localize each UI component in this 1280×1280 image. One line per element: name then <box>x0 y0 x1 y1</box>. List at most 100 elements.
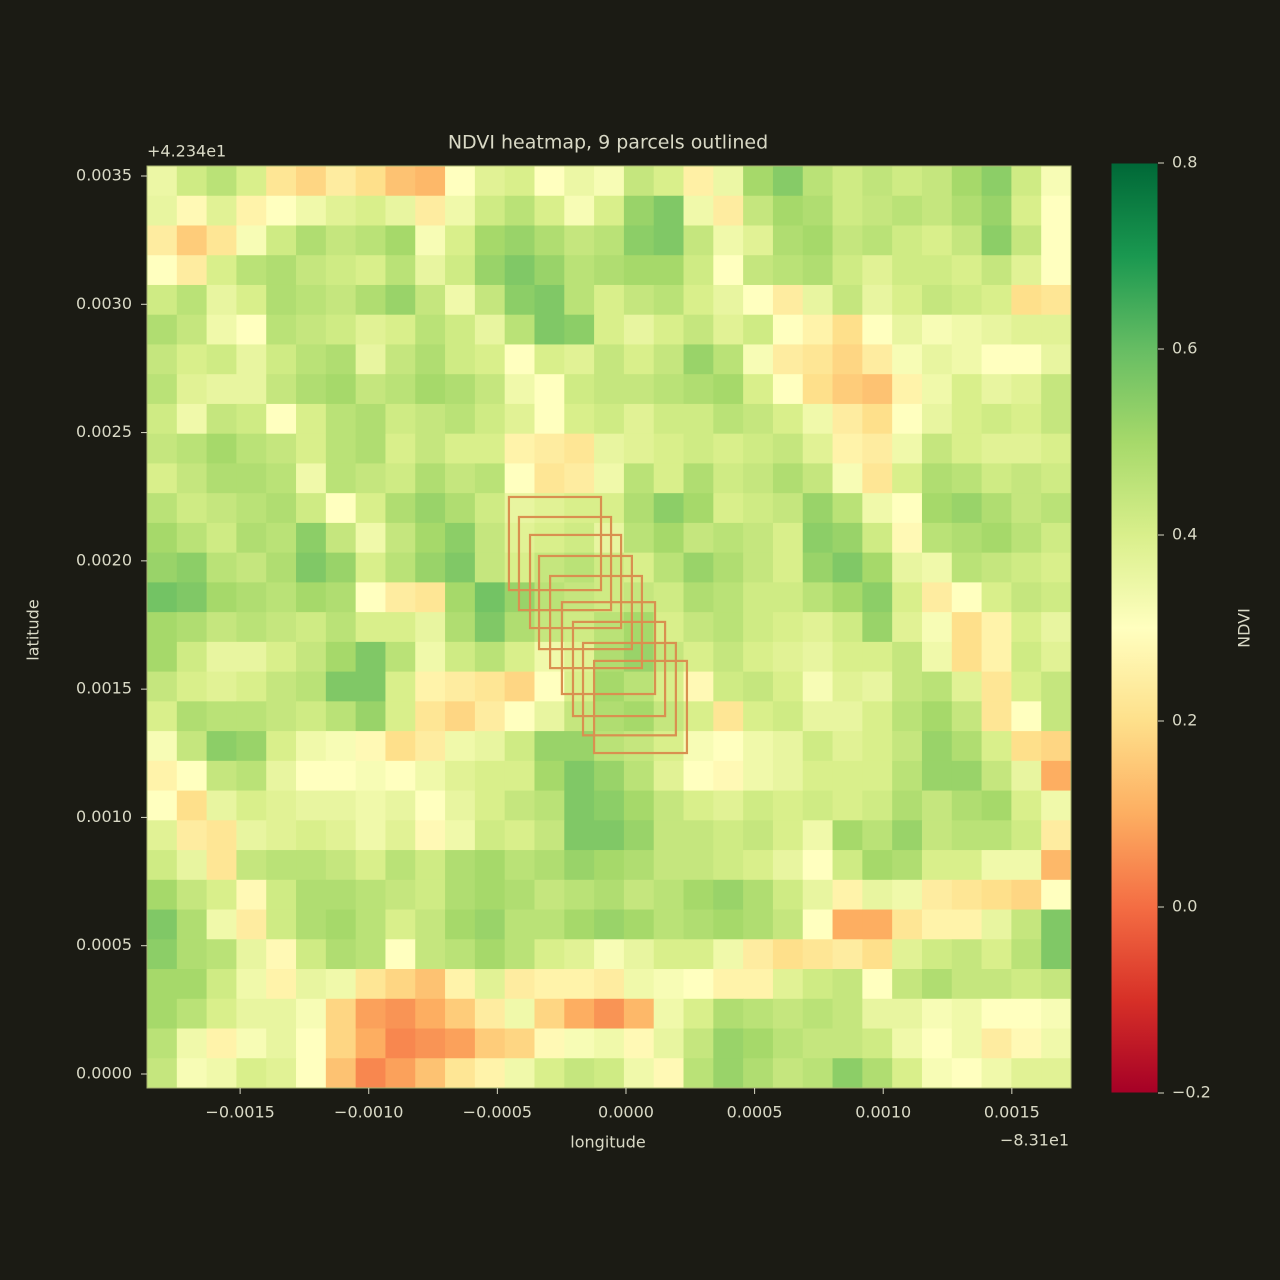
heatmap-cell <box>743 225 774 256</box>
heatmap-cell <box>445 552 476 583</box>
heatmap-cell <box>534 195 565 226</box>
heatmap-cell <box>176 850 208 881</box>
heatmap-cell <box>921 225 953 256</box>
heatmap-cell <box>683 552 714 583</box>
heatmap-cell <box>713 939 744 970</box>
heatmap-cell <box>772 522 804 554</box>
heatmap-cell <box>921 671 953 702</box>
heatmap-cell <box>713 433 744 464</box>
heatmap-cell <box>564 225 595 256</box>
heatmap-cell <box>832 195 863 226</box>
heatmap-cell <box>832 790 863 821</box>
heatmap-cell <box>981 671 1012 702</box>
heatmap-cell <box>743 284 774 316</box>
heatmap-cell <box>1011 344 1042 375</box>
heatmap-cell <box>355 1058 386 1089</box>
heatmap-cell <box>1041 641 1072 673</box>
heatmap-cell <box>176 641 208 673</box>
heatmap-cell <box>802 969 834 1000</box>
heatmap-cell <box>474 820 506 851</box>
y-tick-label: 0.0015 <box>76 679 132 698</box>
heatmap-cell <box>713 820 744 851</box>
heatmap-cell <box>474 939 506 970</box>
heatmap-cell <box>862 284 893 316</box>
heatmap-cell <box>832 493 863 524</box>
heatmap-cell <box>176 701 208 732</box>
heatmap-cell <box>653 998 685 1030</box>
heatmap-cell <box>594 879 625 911</box>
heatmap-cell <box>325 403 357 435</box>
heatmap-cell <box>296 909 327 940</box>
heatmap-cell <box>892 612 923 643</box>
heatmap-cell <box>1011 522 1042 554</box>
heatmap-cell <box>772 1058 804 1089</box>
heatmap-cell <box>981 284 1012 316</box>
heatmap-cell <box>266 909 297 940</box>
heatmap-cell <box>921 255 953 286</box>
heatmap-cell <box>802 612 834 643</box>
heatmap-cell <box>296 969 327 1000</box>
heatmap-cell <box>176 166 208 197</box>
heatmap-cell <box>564 998 595 1030</box>
heatmap-cell <box>355 552 386 583</box>
heatmap-cell <box>802 641 834 673</box>
heatmap-cell <box>743 403 774 435</box>
heatmap-cell <box>325 760 357 792</box>
heatmap-cell <box>713 998 744 1030</box>
heatmap-cell <box>981 998 1012 1030</box>
heatmap-cell <box>623 820 655 851</box>
heatmap-cell <box>772 255 804 286</box>
heatmap-cell <box>296 731 327 762</box>
heatmap-cell <box>892 879 923 911</box>
heatmap-cell <box>564 939 595 970</box>
heatmap-cell <box>802 314 834 345</box>
heatmap-cell <box>862 760 893 792</box>
heatmap-cell <box>862 403 893 435</box>
heatmap-cell <box>474 909 506 940</box>
heatmap-cell <box>564 671 595 702</box>
heatmap-cell <box>147 641 178 673</box>
heatmap-cell <box>415 701 446 732</box>
heatmap-cell <box>892 314 923 345</box>
heatmap-cell <box>623 195 655 226</box>
heatmap-cell <box>325 820 357 851</box>
heatmap-cell <box>892 522 923 554</box>
heatmap-cell <box>832 1058 863 1089</box>
heatmap-cell <box>474 403 506 435</box>
heatmap-cell <box>445 255 476 286</box>
heatmap-cell <box>534 255 565 286</box>
heatmap-cell <box>1041 1058 1072 1089</box>
heatmap-cell <box>474 284 506 316</box>
heatmap-cell <box>1011 255 1042 286</box>
heatmap-cell <box>504 820 535 851</box>
heatmap-cell <box>325 225 357 256</box>
heatmap-cell <box>355 166 386 197</box>
heatmap-cell <box>921 463 953 494</box>
heatmap-cell <box>355 790 386 821</box>
heatmap-cell <box>474 314 506 345</box>
heatmap-cell <box>325 850 357 881</box>
heatmap-cell <box>892 1058 923 1089</box>
heatmap-cell <box>892 166 923 197</box>
heatmap-cell <box>832 522 863 554</box>
heatmap-cell <box>445 760 476 792</box>
heatmap-cell <box>713 850 744 881</box>
heatmap-cell <box>504 1058 535 1089</box>
heatmap-cell <box>1041 671 1072 702</box>
heatmap-cell <box>385 255 416 286</box>
heatmap-cell <box>951 166 983 197</box>
colorbar-tick-label: 0.0 <box>1172 897 1197 916</box>
heatmap-cell <box>683 374 714 405</box>
heatmap-cell <box>981 255 1012 286</box>
heatmap-cell <box>653 1058 685 1089</box>
heatmap-cell <box>415 522 446 554</box>
heatmap-cell <box>623 403 655 435</box>
heatmap-cell <box>415 344 446 375</box>
heatmap-cell <box>355 255 386 286</box>
heatmap-cell <box>892 969 923 1000</box>
heatmap-cell <box>1011 166 1042 197</box>
heatmap-cell <box>862 195 893 226</box>
heatmap-cell <box>534 493 565 524</box>
heatmap-cell <box>832 582 863 613</box>
heatmap-cell <box>713 701 744 732</box>
